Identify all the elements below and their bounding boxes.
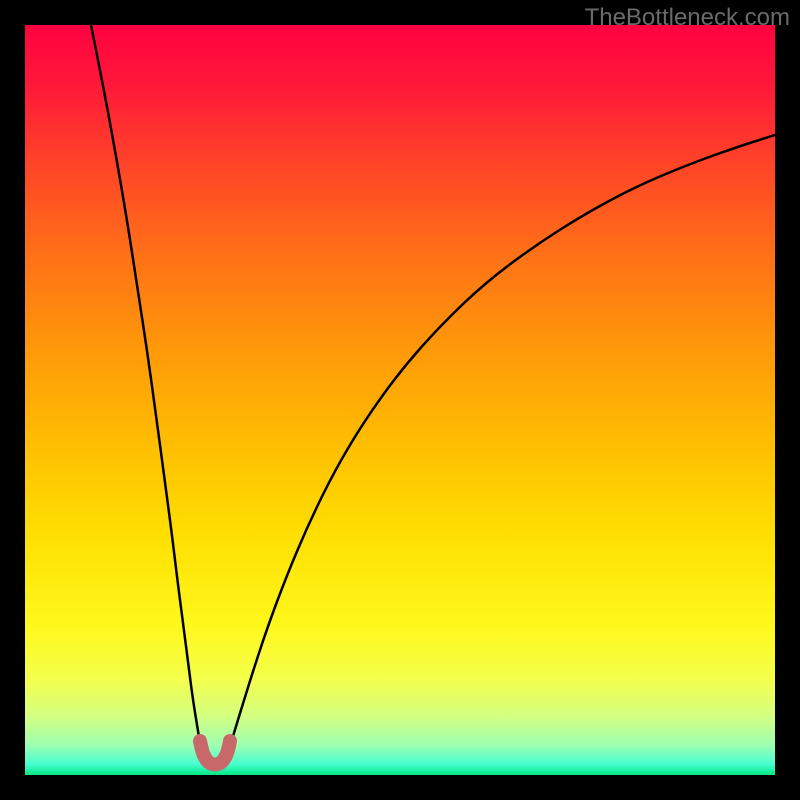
- curve-left-branch: [91, 25, 203, 755]
- curve-layer: [25, 25, 775, 775]
- curve-right-branch: [227, 135, 775, 755]
- plot-area: [25, 25, 775, 775]
- valley-marker: [200, 741, 230, 765]
- watermark-text: TheBottleneck.com: [585, 4, 790, 32]
